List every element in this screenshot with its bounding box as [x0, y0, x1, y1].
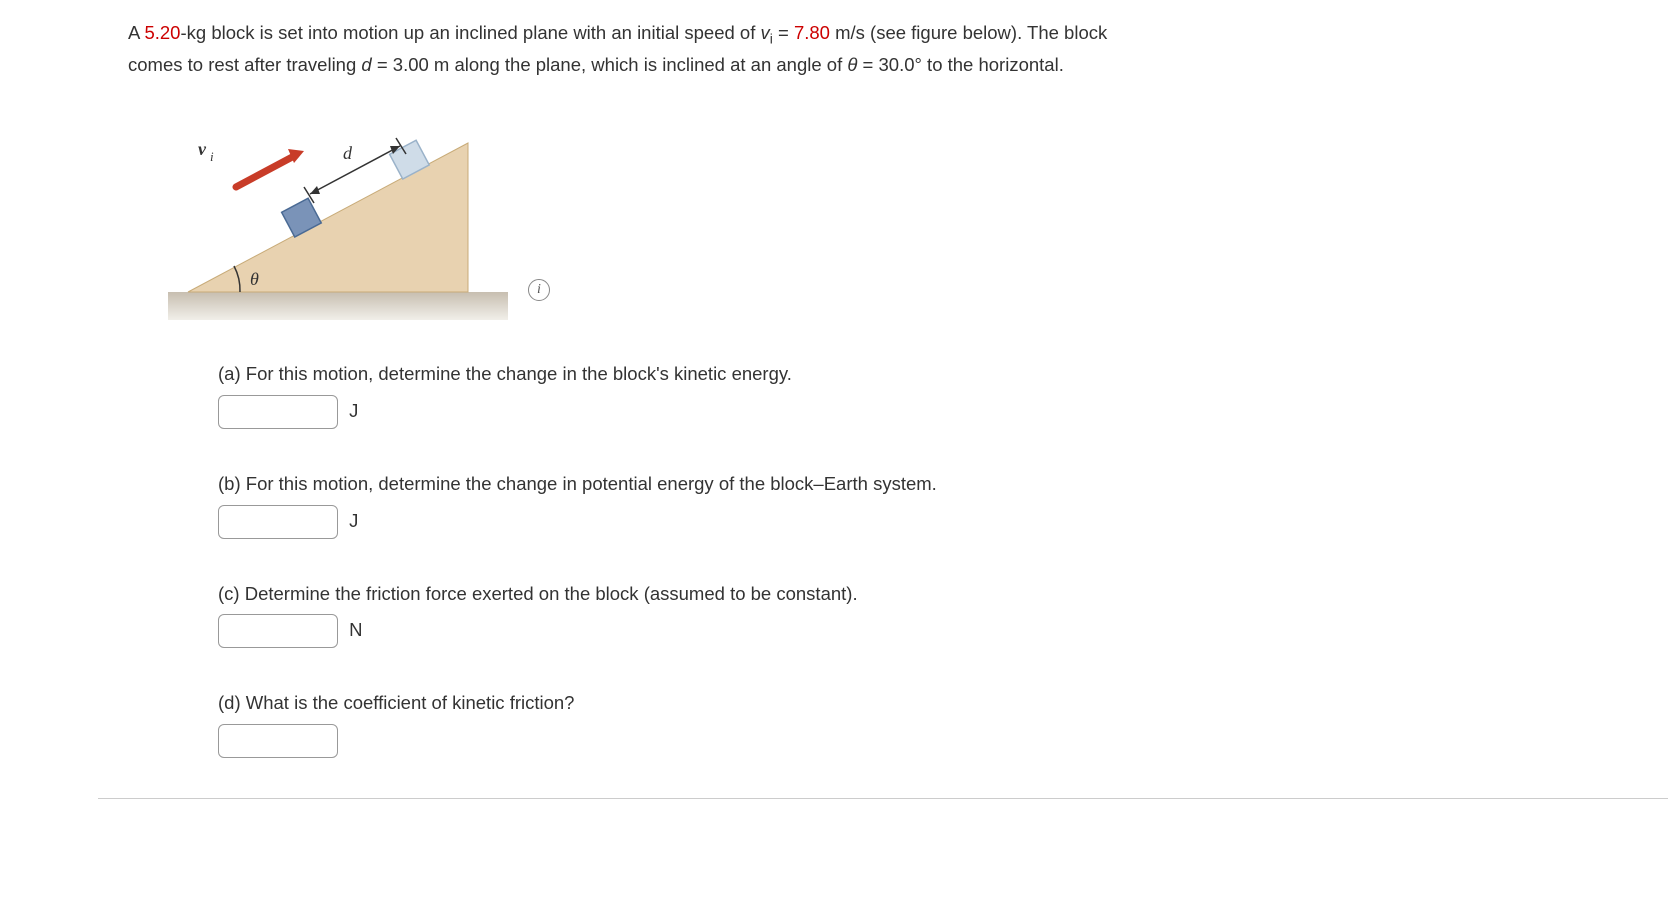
text: m/s (see figure below). The block [830, 22, 1107, 43]
part-c: (c) Determine the friction force exerted… [218, 579, 1418, 649]
answer-input-a[interactable] [218, 395, 338, 429]
svg-text:d: d [343, 143, 353, 163]
theta-symbol: θ [847, 54, 857, 75]
part-d: (d) What is the coefficient of kinetic f… [218, 688, 1418, 758]
part-b: (b) For this motion, determine the chang… [218, 469, 1418, 539]
text: = [773, 22, 794, 43]
svg-text:θ: θ [250, 269, 259, 289]
part-b-text: For this motion, determine the change in… [241, 473, 937, 494]
part-a-label: (a) [218, 363, 241, 384]
part-b-label: (b) [218, 473, 241, 494]
text: A [128, 22, 144, 43]
answer-input-c[interactable] [218, 614, 338, 648]
part-a-text: For this motion, determine the change in… [241, 363, 792, 384]
part-d-label: (d) [218, 692, 241, 713]
text: comes to rest after traveling [128, 54, 361, 75]
vi-symbol: v [761, 22, 770, 43]
unit-c: N [349, 619, 362, 640]
svg-text:i: i [210, 149, 214, 164]
answer-input-b[interactable] [218, 505, 338, 539]
answer-input-d[interactable] [218, 724, 338, 758]
svg-text:v: v [198, 139, 207, 159]
part-c-label: (c) [218, 583, 240, 604]
problem-statement: A 5.20-kg block is set into motion up an… [128, 18, 1528, 79]
info-icon[interactable]: i [528, 279, 550, 301]
part-a: (a) For this motion, determine the chang… [218, 359, 1418, 429]
text: = 3.00 m along the plane, which is incli… [372, 54, 848, 75]
incline-figure: θ [168, 95, 508, 335]
unit-a: J [349, 400, 358, 421]
footer-divider [98, 798, 1668, 799]
part-d-text: What is the coefficient of kinetic frict… [241, 692, 575, 713]
unit-b: J [349, 510, 358, 531]
speed-value: 7.80 [794, 22, 830, 43]
d-symbol: d [361, 54, 371, 75]
text: -kg block is set into motion up an incli… [180, 22, 760, 43]
part-c-text: Determine the friction force exerted on … [240, 583, 858, 604]
text: = 30.0° to the horizontal. [857, 54, 1063, 75]
mass-value: 5.20 [144, 22, 180, 43]
